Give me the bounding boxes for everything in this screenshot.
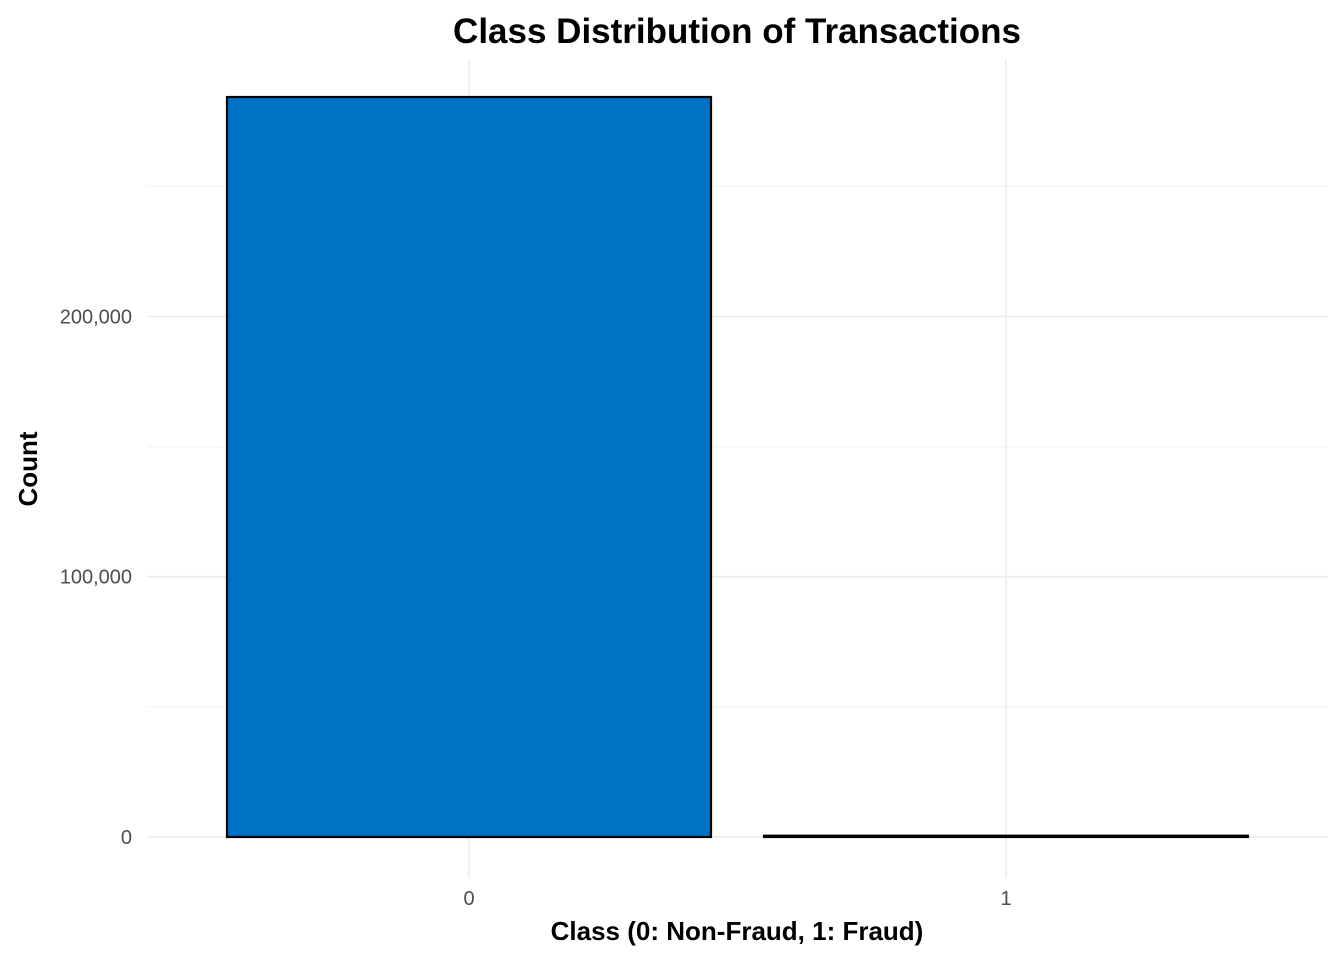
y-tick-label: 200,000 — [60, 306, 132, 328]
chart-title: Class Distribution of Transactions — [453, 12, 1021, 51]
bar-class-0 — [225, 95, 713, 839]
y-axis-title: Count — [13, 431, 43, 506]
y-tick-label: 100,000 — [60, 567, 132, 589]
x-tick-label: 1 — [1000, 888, 1011, 910]
bar-class-1 — [762, 834, 1250, 839]
bars — [225, 95, 1250, 839]
y-axis-ticks: 0 100,000 200,000 — [60, 306, 132, 849]
x-tick-label: 0 — [463, 888, 474, 910]
y-tick-label: 0 — [121, 827, 132, 849]
x-axis-title: Class (0: Non-Fraud, 1: Fraud) — [551, 916, 924, 946]
